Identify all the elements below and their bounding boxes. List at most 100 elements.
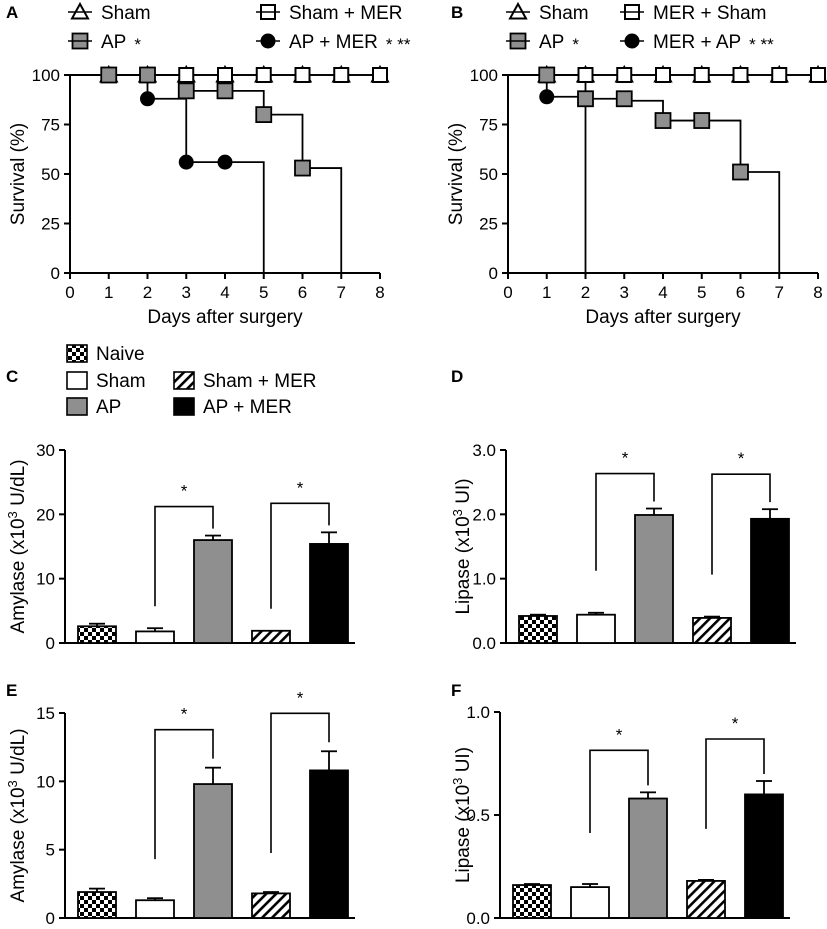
bar-hatch xyxy=(251,892,291,919)
x-tick-label: 0 xyxy=(65,283,74,302)
y-axis-label-part: Amylase (x10 xyxy=(8,787,29,902)
data-point xyxy=(217,67,233,83)
significance-bracket xyxy=(705,738,765,829)
significance-star: * xyxy=(622,449,629,468)
legend-label: AP xyxy=(101,32,126,53)
x-tick-label: 4 xyxy=(658,283,667,302)
significance-star: * xyxy=(297,478,304,497)
bar-gray xyxy=(193,539,233,644)
data-point xyxy=(294,159,311,177)
y-axis-label-part: Lipase (x10 xyxy=(453,516,474,614)
panel-e: E 0 5 10 15 Amylase (x103 U/dL) * * xyxy=(5,681,355,928)
x-tick-label: 3 xyxy=(182,283,191,302)
panel-label: A xyxy=(6,3,18,22)
y-axis-label: Survival (%) xyxy=(446,123,467,225)
x-tick-label: 5 xyxy=(259,283,268,302)
x-tick-label: 6 xyxy=(298,283,307,302)
panel-a: A Sham Sham + MER AP * AP + MER * ** 0 1 2 3 4 5 6 7 8 0… xyxy=(6,1,411,328)
y-axis-label-part: UI) xyxy=(453,747,474,778)
x-tick-label: 1 xyxy=(104,283,113,302)
y-tick-label: 20 xyxy=(36,505,55,524)
y-tick-label: 50 xyxy=(479,165,498,184)
x-axis-label: Days after surgery xyxy=(147,307,303,328)
y-tick-label: 0 xyxy=(51,264,60,283)
legend-label: Sham xyxy=(539,3,589,24)
data-point xyxy=(577,90,594,108)
x-tick-label: 0 xyxy=(503,283,512,302)
survival-line xyxy=(508,74,587,273)
bar-checker xyxy=(77,891,117,919)
y-axis-label-superscript: 3 xyxy=(5,780,20,787)
y-tick-label: 0.5 xyxy=(466,806,490,825)
bar-hatch xyxy=(692,617,732,644)
y-tick-label: 1.0 xyxy=(472,570,496,589)
data-point xyxy=(732,67,749,83)
legend-significance: * ** xyxy=(386,35,411,54)
data-point xyxy=(810,67,826,83)
y-axis-label-superscript: 3 xyxy=(450,509,465,516)
panel-label: F xyxy=(451,681,461,700)
significance-bracket xyxy=(154,505,214,607)
significance-bracket xyxy=(595,472,655,571)
panel-label: C xyxy=(6,367,18,386)
panel-b: B Sham MER + Sham AP * MER + AP * ** 0 1 2 3 4 5 6 7 8 0… xyxy=(446,1,827,328)
significance-star: * xyxy=(297,688,304,707)
y-axis-label-part: Lipase (x10 xyxy=(453,785,474,883)
y-tick-label: 5 xyxy=(46,841,55,860)
x-tick-label: 2 xyxy=(581,283,590,302)
bar-checker xyxy=(518,615,558,644)
data-point xyxy=(333,67,350,83)
data-point xyxy=(693,67,710,83)
bar-legend: Naive Sham AP Sham + MER AP + MER xyxy=(66,344,317,418)
bar-gray xyxy=(628,797,668,919)
bar-hatch xyxy=(251,629,291,644)
x-axis-label: Days after surgery xyxy=(585,307,741,328)
data-point xyxy=(100,66,118,84)
y-tick-label: 10 xyxy=(36,570,55,589)
panel-d: D 0.0 1.0 2.0 3.0 Lipase (x103 UI) * * xyxy=(450,367,796,653)
legend-label: Sham xyxy=(96,371,146,392)
bar-gray xyxy=(634,514,674,644)
data-point xyxy=(294,67,311,83)
y-axis-label: Amylase (x103 U/dL) xyxy=(5,459,29,633)
y-tick-label: 25 xyxy=(479,215,498,234)
bar-black xyxy=(744,793,784,919)
x-tick-label: 4 xyxy=(220,283,229,302)
y-axis-label-part: U/dL) xyxy=(8,728,29,780)
y-tick-label: 100 xyxy=(470,66,498,85)
significance-bracket xyxy=(270,712,330,854)
legend-significance: * xyxy=(572,35,579,54)
legend-significance: * ** xyxy=(749,35,774,54)
y-axis-label-part: Amylase (x10 xyxy=(8,518,29,633)
significance-star: * xyxy=(732,714,739,733)
data-point xyxy=(255,67,272,83)
legend-significance: * xyxy=(134,35,141,54)
x-tick-label: 7 xyxy=(337,283,346,302)
x-tick-label: 7 xyxy=(775,283,784,302)
bar-black xyxy=(309,769,349,919)
data-point xyxy=(616,67,633,83)
y-tick-label: 25 xyxy=(41,215,60,234)
legend-label: Sham + MER xyxy=(289,3,403,24)
legend-label: AP + MER xyxy=(289,32,378,53)
significance-bracket xyxy=(270,502,330,609)
y-tick-label: 0.0 xyxy=(472,634,496,653)
legend-swatch-black xyxy=(173,397,195,416)
x-tick-label: 6 xyxy=(736,283,745,302)
significance-star: * xyxy=(181,482,188,501)
data-point xyxy=(577,67,594,83)
significance-star: * xyxy=(181,705,188,724)
data-point xyxy=(655,67,671,83)
panel-f: F 0.0 0.5 1.0 Lipase (x103 UI) * * xyxy=(450,681,790,928)
bar-white xyxy=(576,613,616,644)
significance-star: * xyxy=(616,725,623,744)
y-tick-label: 2.0 xyxy=(472,505,496,524)
x-tick-label: 8 xyxy=(375,283,384,302)
y-tick-label: 0 xyxy=(46,634,55,653)
bar-black xyxy=(750,517,790,644)
bar-gray xyxy=(193,783,233,919)
data-point xyxy=(654,112,672,129)
y-tick-label: 50 xyxy=(41,165,60,184)
x-tick-label: 3 xyxy=(620,283,629,302)
